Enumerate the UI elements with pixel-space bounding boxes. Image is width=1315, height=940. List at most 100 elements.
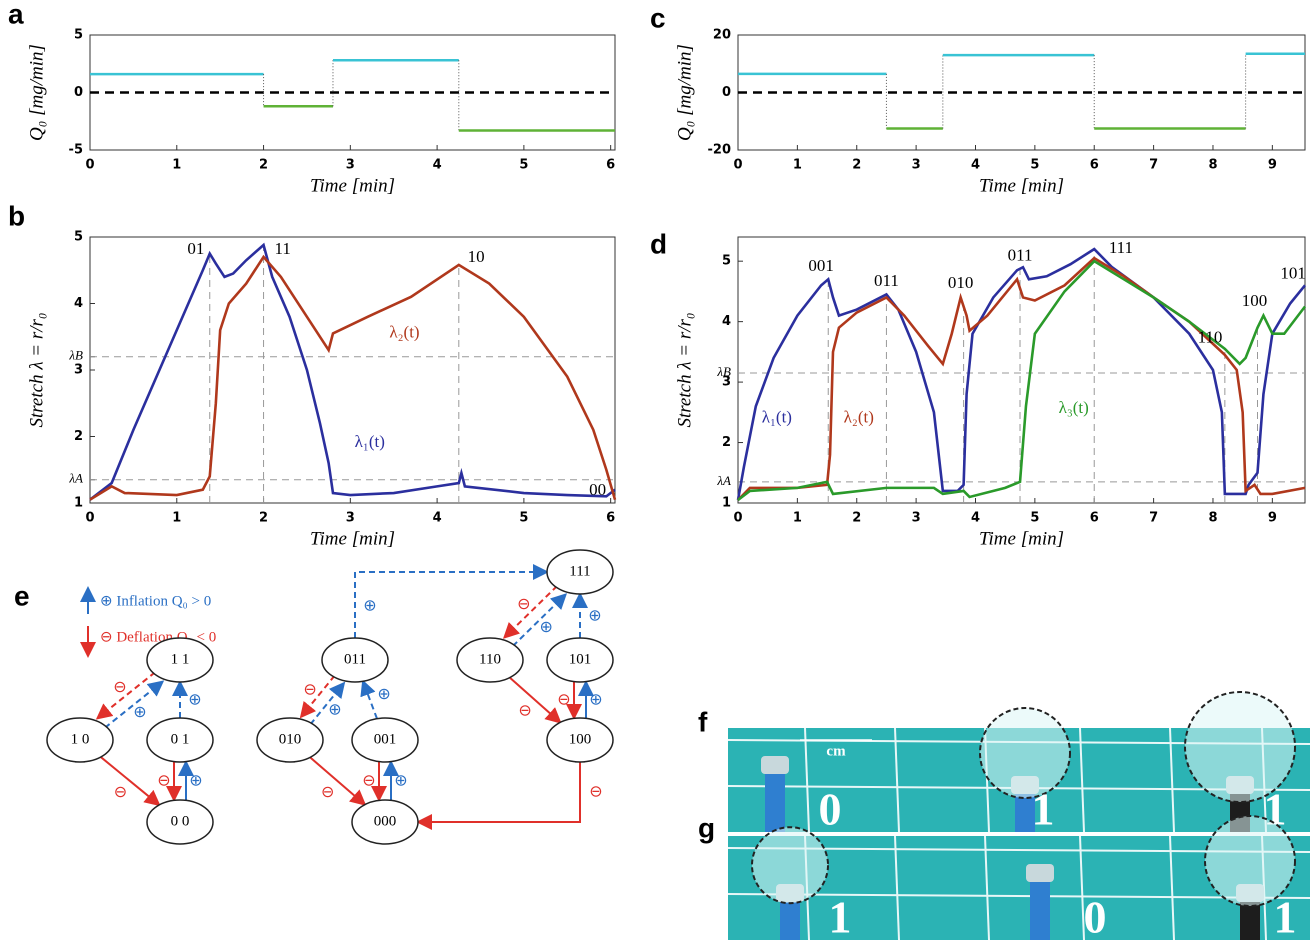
edge-symbol: ⊕ [539, 617, 552, 636]
x-tick-label: 8 [1208, 158, 1217, 173]
node-label: 000 [374, 813, 397, 829]
connector [761, 756, 789, 774]
edge-symbol: ⊕ [363, 596, 376, 615]
transition-arrow [363, 681, 377, 718]
x-tick-label: 0 [733, 158, 742, 173]
edge-symbol: ⊖ [303, 679, 316, 698]
x-tick-label: 3 [912, 511, 921, 526]
y-tick-label: 5 [74, 28, 83, 43]
edge-symbol: ⊕ [189, 771, 202, 790]
y-tick-label: λB [716, 364, 731, 379]
y-tick-label: 3 [74, 363, 83, 378]
curve-label: λ₃(t) [1059, 398, 1089, 417]
x-tick-label: 3 [346, 158, 355, 173]
node-label: 100 [569, 731, 592, 747]
state-label: 011 [874, 271, 899, 290]
tube [1030, 876, 1050, 940]
x-tick-label: 0 [733, 511, 742, 526]
state-label: 10 [468, 247, 485, 266]
x-axis-label: Time [min] [979, 175, 1064, 196]
y-axis-label: Stretch λ = r/r₀ [26, 312, 47, 427]
panel-letter: g [698, 812, 715, 843]
balloon [752, 827, 828, 903]
edge-symbol: ⊕ [377, 684, 390, 703]
x-tick-label: 6 [1090, 158, 1099, 173]
bit-digit: 1 [1032, 784, 1055, 835]
state-label: 111 [1109, 238, 1133, 257]
y-tick-label: λA [68, 471, 83, 486]
edge-symbol: ⊕ [588, 606, 601, 625]
x-tick-label: 6 [1090, 511, 1099, 526]
y-tick-label: 2 [74, 429, 83, 444]
y-tick-label: 5 [74, 230, 83, 245]
x-tick-label: 2 [259, 511, 268, 526]
bit-digit: 0 [1084, 892, 1107, 940]
figure: abcdefg-5050123456Time [min]Q₀ [mg/min]1… [0, 0, 1315, 940]
x-tick-label: 7 [1149, 511, 1158, 526]
x-tick-label: 4 [433, 158, 442, 173]
curve [90, 245, 615, 500]
x-tick-label: 5 [519, 511, 528, 526]
y-tick-label: λB [68, 348, 83, 363]
x-axis-label: Time [min] [310, 175, 395, 196]
y-tick-label: 2 [722, 435, 731, 450]
x-axis-label: Time [min] [979, 528, 1064, 549]
y-tick-label: 0 [722, 85, 731, 100]
x-tick-label: 1 [172, 158, 181, 173]
panel-letter: e [14, 580, 30, 611]
state-label: 110 [1198, 327, 1223, 346]
edge-symbol: ⊕ [394, 771, 407, 790]
y-tick-label: 4 [74, 296, 83, 311]
x-tick-label: 5 [1030, 511, 1039, 526]
curve-label: λ₁(t) [355, 432, 385, 451]
x-tick-label: 5 [1030, 158, 1039, 173]
state-label: 100 [1242, 291, 1268, 310]
panel-letter: b [8, 200, 25, 231]
transition-arrow [418, 762, 580, 822]
x-tick-label: 0 [85, 511, 94, 526]
curve-label: λ₁(t) [762, 407, 792, 426]
bit-digit: 1 [829, 892, 852, 940]
x-tick-label: 1 [172, 511, 181, 526]
x-tick-label: 5 [519, 158, 528, 173]
y-axis-label: Q₀ [mg/min] [26, 44, 47, 141]
tube [765, 768, 785, 832]
bit-digit: 0 [819, 784, 842, 835]
connector [1026, 864, 1054, 882]
transition-arrow [101, 757, 159, 805]
x-tick-label: 3 [912, 158, 921, 173]
edge-symbol: ⊕ [589, 690, 602, 709]
x-tick-label: 9 [1268, 158, 1277, 173]
state-label: 010 [948, 273, 974, 292]
y-axis-label: Stretch λ = r/r₀ [674, 312, 695, 427]
x-tick-label: 8 [1208, 511, 1217, 526]
y-tick-label: 20 [713, 28, 731, 43]
state-label: 01 [187, 239, 204, 258]
y-tick-label: 1 [722, 496, 731, 511]
panel-letter: c [650, 2, 666, 33]
x-tick-label: 1 [793, 158, 802, 173]
x-tick-label: 2 [259, 158, 268, 173]
transition-arrow [310, 757, 365, 804]
y-tick-label: -5 [69, 143, 83, 158]
y-tick-label: λA [716, 473, 731, 488]
x-tick-label: 1 [793, 511, 802, 526]
edge-symbol: ⊕ [188, 690, 201, 709]
plot-frame [90, 237, 615, 503]
x-tick-label: 6 [606, 158, 615, 173]
state-label: 101 [1280, 263, 1306, 282]
edge-symbol: ⊖ [362, 771, 375, 790]
state-label: 00 [589, 480, 606, 499]
edge-symbol: ⊖ [321, 782, 334, 801]
edge-symbol: ⊕ [328, 700, 341, 719]
node-label: 0 1 [171, 731, 190, 747]
y-tick-label: 0 [74, 85, 83, 100]
panel-letter: f [698, 706, 708, 737]
edge-symbol: ⊖ [518, 701, 531, 720]
x-tick-label: 2 [852, 158, 861, 173]
node-label: 0 0 [171, 813, 190, 829]
edge-symbol: ⊖ [157, 771, 170, 790]
balloon [980, 708, 1070, 798]
state-label: 001 [808, 256, 834, 275]
bit-digit: 1 [1274, 892, 1297, 940]
